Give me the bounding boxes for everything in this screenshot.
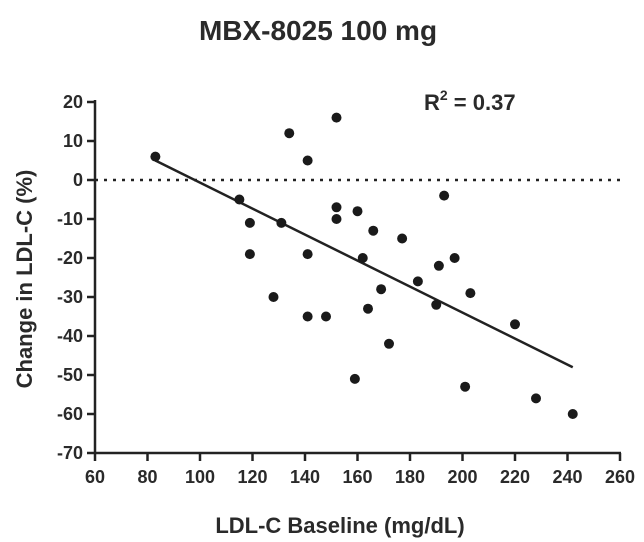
y-tick-label: -30 <box>57 287 83 307</box>
data-point <box>510 319 520 330</box>
data-point <box>321 311 331 322</box>
data-point <box>331 112 342 123</box>
data-point <box>433 260 444 271</box>
data-point <box>357 253 368 263</box>
y-tick-label: 20 <box>63 92 83 112</box>
data-point <box>363 303 373 314</box>
x-tick-label: 60 <box>85 467 105 487</box>
x-tick-label: 80 <box>137 467 157 487</box>
data-point <box>268 292 279 302</box>
x-tick-label: 100 <box>185 467 215 487</box>
y-tick-label: -50 <box>57 365 83 385</box>
data-point <box>384 338 394 349</box>
data-point <box>302 311 313 322</box>
data-point <box>150 151 161 162</box>
y-tick-label: -70 <box>57 443 83 463</box>
y-tick-label: -20 <box>57 248 83 268</box>
data-point <box>567 409 578 419</box>
data-point <box>397 233 408 244</box>
data-point <box>465 288 476 299</box>
chart-title: MBX-8025 100 mg <box>199 15 437 46</box>
data-point <box>276 217 287 228</box>
x-tick-label: 140 <box>290 467 320 487</box>
data-point <box>412 276 423 287</box>
regression-line <box>154 159 574 369</box>
y-axis-label: Change in LDL-C (%) <box>12 170 37 389</box>
data-point <box>431 299 442 310</box>
data-point <box>331 214 342 224</box>
x-tick-label: 120 <box>237 467 267 487</box>
r-squared-superscript: 2 <box>440 87 448 103</box>
x-tick-label: 200 <box>447 467 477 487</box>
x-tick-label: 260 <box>605 467 635 487</box>
r-squared-value: = 0.37 <box>448 90 516 115</box>
y-tick-label: -60 <box>57 404 83 424</box>
data-point <box>349 373 360 384</box>
data-point <box>460 381 471 392</box>
x-tick-label: 180 <box>395 467 425 487</box>
data-point <box>531 393 541 404</box>
y-tick-label: -40 <box>57 326 83 346</box>
data-point <box>302 249 313 260</box>
r-squared-prefix: R <box>424 90 440 115</box>
data-point <box>234 194 245 205</box>
y-tick-label: 0 <box>73 170 83 190</box>
y-tick-label: 10 <box>63 131 83 151</box>
data-point <box>284 128 295 139</box>
data-point <box>244 217 255 228</box>
data-point <box>368 225 379 236</box>
data-point <box>302 155 313 166</box>
data-point <box>331 202 342 213</box>
data-point <box>439 190 450 201</box>
r-squared-annotation: R2 = 0.37 <box>424 87 516 115</box>
x-tick-label: 240 <box>552 467 582 487</box>
data-point <box>449 253 460 263</box>
x-axis-label: LDL-C Baseline (mg/dL) <box>215 513 464 538</box>
axes <box>93 100 621 455</box>
data-marks <box>95 112 620 419</box>
data-point <box>352 206 363 217</box>
y-tick-label: -10 <box>57 209 83 229</box>
x-tick-label: 220 <box>500 467 530 487</box>
data-point <box>244 249 255 260</box>
data-point <box>376 284 387 295</box>
x-tick-label: 160 <box>342 467 372 487</box>
